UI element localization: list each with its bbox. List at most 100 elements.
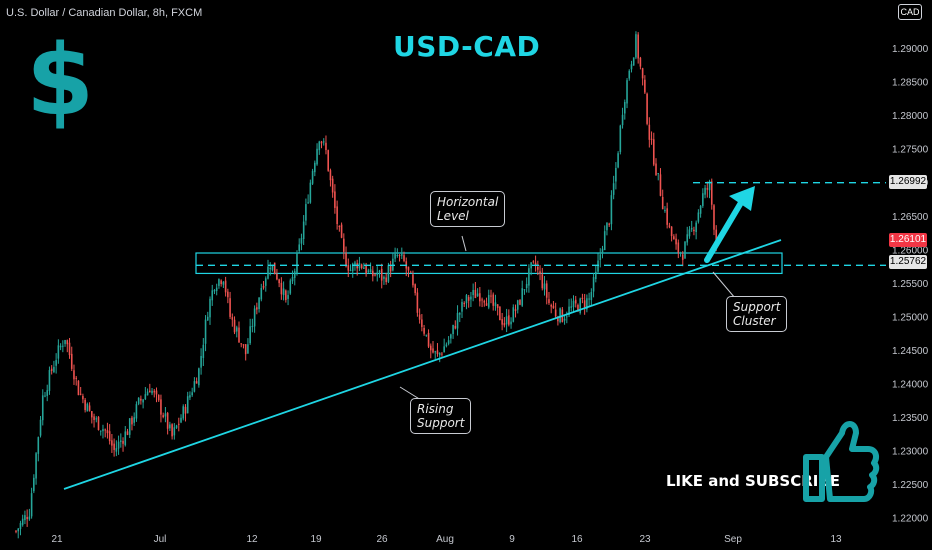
candle-body (615, 167, 617, 182)
candle-body (195, 381, 198, 384)
candle-body (44, 395, 46, 397)
candle-body (278, 279, 280, 284)
candle-body (432, 348, 434, 353)
candle-body (715, 229, 718, 245)
candle-body (296, 252, 298, 274)
y-tick-label: 1.25500 (892, 279, 929, 290)
candle-body (389, 266, 392, 272)
candle-body (75, 377, 78, 379)
candle-body (180, 417, 182, 423)
candle-body (175, 425, 178, 428)
candle-body (639, 57, 642, 67)
candle-body (260, 287, 263, 300)
candle-body (427, 332, 430, 347)
candle-body (106, 430, 109, 434)
candle-body (360, 264, 363, 269)
candle-body (227, 291, 229, 298)
y-tick-label: 1.27500 (892, 145, 929, 156)
candle-body (501, 319, 503, 325)
y-tick-label: 1.24000 (892, 380, 929, 391)
candle-body (53, 366, 55, 373)
candle-body (695, 222, 697, 233)
candle-body (302, 221, 305, 239)
candle-body (307, 202, 309, 204)
candle-body (670, 226, 673, 237)
candle-body (452, 324, 454, 335)
candle-body (655, 163, 657, 176)
candle-body (423, 327, 425, 334)
candle-body (358, 263, 361, 269)
candle-body (514, 309, 517, 311)
candle-body (443, 346, 445, 353)
x-tick-label: Jul (154, 534, 167, 545)
candle-body (568, 306, 570, 316)
candle-body (287, 295, 289, 299)
candle-body (380, 268, 383, 281)
candle-body (37, 437, 40, 454)
candle-body (240, 343, 243, 345)
candle-body (637, 34, 639, 59)
candle-body (434, 351, 437, 353)
candle-body (465, 295, 468, 304)
note-line: Rising (417, 402, 454, 416)
candle-body (137, 397, 140, 404)
candle-body (697, 212, 700, 222)
candle-body (574, 299, 577, 304)
candle-body (416, 292, 419, 313)
candle-body (15, 530, 17, 532)
candle-body (648, 124, 651, 140)
candle-body (209, 298, 211, 318)
candle-body (414, 284, 416, 293)
candle-body (153, 390, 156, 393)
candle-body (519, 299, 521, 305)
candle-body (247, 344, 249, 354)
candle-body (392, 258, 394, 271)
candle-body (686, 234, 689, 243)
candle-body (621, 114, 624, 126)
candle-body (534, 262, 537, 266)
candle-body (189, 395, 191, 398)
last-price-label: 1.26101 (889, 233, 927, 247)
candle-body (450, 334, 452, 339)
candle-body (572, 300, 575, 308)
candle-body (184, 406, 187, 414)
candle-body (626, 80, 628, 104)
candle-body (688, 229, 691, 237)
candle-body (454, 325, 457, 329)
candle-body (463, 303, 466, 305)
candle-body (280, 282, 283, 295)
candle-body (97, 416, 100, 431)
candle-body (677, 242, 680, 253)
candle-body (21, 518, 24, 525)
candle-body (68, 342, 71, 356)
candle-body (398, 254, 401, 256)
candle-body (494, 302, 497, 307)
candle-body (115, 448, 118, 452)
candle-body (612, 183, 615, 195)
candle-body (693, 229, 695, 232)
target-price-label: 1.26992 (889, 175, 927, 189)
support-zone-box (195, 252, 783, 275)
candle-body (496, 304, 499, 308)
candle-body (57, 345, 60, 359)
dollar-sign-icon: $ (26, 24, 95, 138)
candle-body (490, 295, 492, 297)
candle-body (233, 319, 236, 333)
candle-body (133, 417, 135, 423)
candle-body (256, 307, 258, 310)
candle-body (258, 297, 260, 310)
candlestick-series (15, 31, 718, 539)
candle-body (476, 293, 479, 297)
currency-badge[interactable]: CAD (898, 4, 922, 20)
candle-body (710, 181, 713, 205)
candle-body (41, 395, 44, 421)
candle-body (608, 223, 610, 225)
candle-body (28, 516, 31, 520)
y-tick-label: 1.23500 (892, 413, 929, 424)
candle-body (84, 399, 86, 411)
x-tick-label: Aug (436, 534, 454, 545)
candle-body (242, 344, 245, 346)
candle-body (140, 398, 142, 401)
horizontal-level-note: Horizontal Level (430, 191, 506, 227)
